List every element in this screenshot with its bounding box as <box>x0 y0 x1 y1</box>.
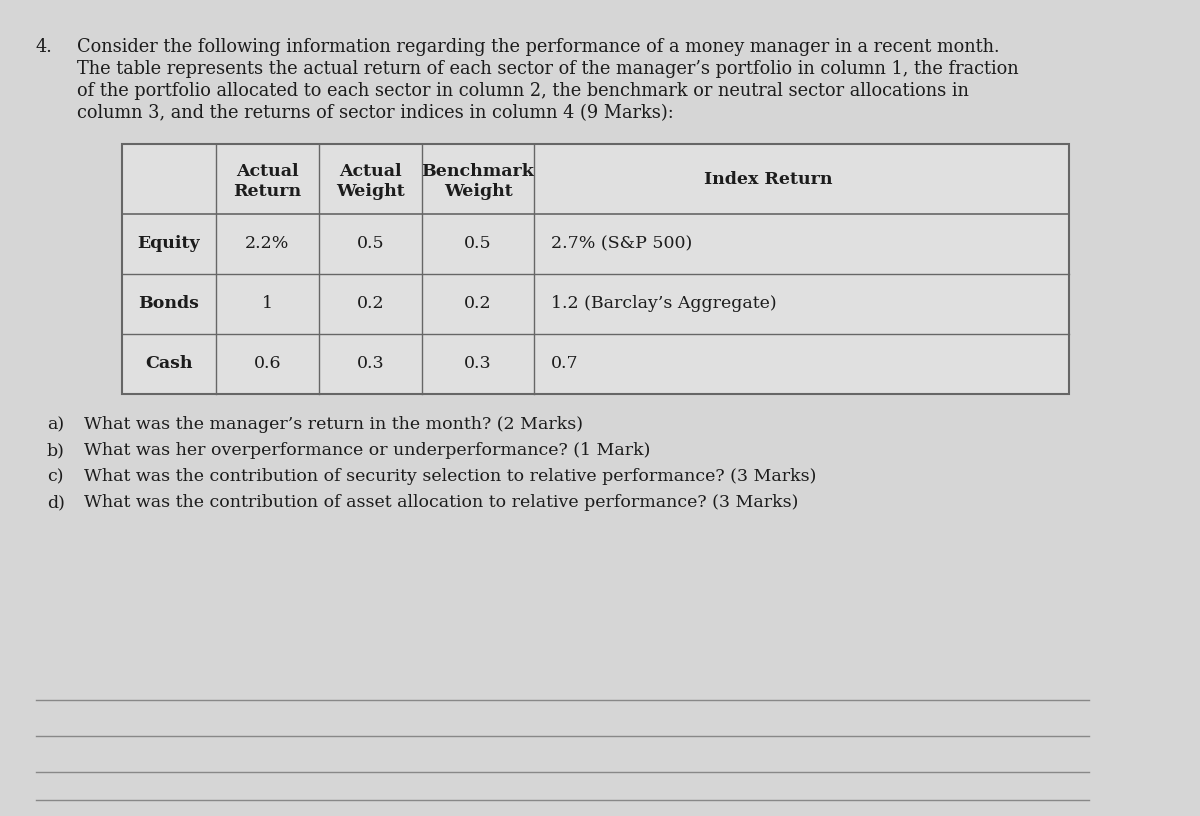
Text: of the portfolio allocated to each sector in column 2, the benchmark or neutral : of the portfolio allocated to each secto… <box>77 82 968 100</box>
Text: What was the contribution of security selection to relative performance? (3 Mark: What was the contribution of security se… <box>84 468 817 485</box>
Text: 0.6: 0.6 <box>253 356 281 372</box>
Text: Index Return: Index Return <box>704 171 833 188</box>
Bar <box>122 144 1068 394</box>
Text: Equity: Equity <box>138 236 200 252</box>
Text: 0.3: 0.3 <box>356 356 384 372</box>
Text: 1.2 (Barclay’s Aggregate): 1.2 (Barclay’s Aggregate) <box>551 295 776 313</box>
Text: What was the manager’s return in the month? (2 Marks): What was the manager’s return in the mon… <box>84 416 583 433</box>
Text: Cash: Cash <box>145 356 192 372</box>
Text: 0.5: 0.5 <box>356 236 384 252</box>
Text: 0.3: 0.3 <box>464 356 492 372</box>
Text: Bonds: Bonds <box>138 295 199 313</box>
Text: 0.7: 0.7 <box>551 356 578 372</box>
Text: Return: Return <box>233 183 301 199</box>
Text: 0.2: 0.2 <box>356 295 384 313</box>
Text: 2.2%: 2.2% <box>245 236 289 252</box>
Text: d): d) <box>47 494 65 511</box>
Text: What was the contribution of asset allocation to relative performance? (3 Marks): What was the contribution of asset alloc… <box>84 494 799 511</box>
Text: b): b) <box>47 442 65 459</box>
Text: Weight: Weight <box>336 183 404 199</box>
Text: 1: 1 <box>262 295 272 313</box>
Text: Actual: Actual <box>338 162 402 180</box>
Text: The table represents the actual return of each sector of the manager’s portfolio: The table represents the actual return o… <box>77 60 1019 78</box>
Text: 4.: 4. <box>36 38 53 56</box>
Text: Consider the following information regarding the performance of a money manager : Consider the following information regar… <box>77 38 1000 56</box>
Text: Benchmark: Benchmark <box>421 162 534 180</box>
Text: What was her overperformance or underperformance? (1 Mark): What was her overperformance or underper… <box>84 442 650 459</box>
Text: Actual: Actual <box>236 162 299 180</box>
Text: 2.7% (S&P 500): 2.7% (S&P 500) <box>551 236 692 252</box>
Text: 0.2: 0.2 <box>464 295 492 313</box>
Text: column 3, and the returns of sector indices in column 4 (9 Marks):: column 3, and the returns of sector indi… <box>77 104 673 122</box>
Text: a): a) <box>47 416 64 433</box>
Text: Weight: Weight <box>444 183 512 199</box>
Text: c): c) <box>47 468 64 485</box>
Text: 0.5: 0.5 <box>464 236 492 252</box>
